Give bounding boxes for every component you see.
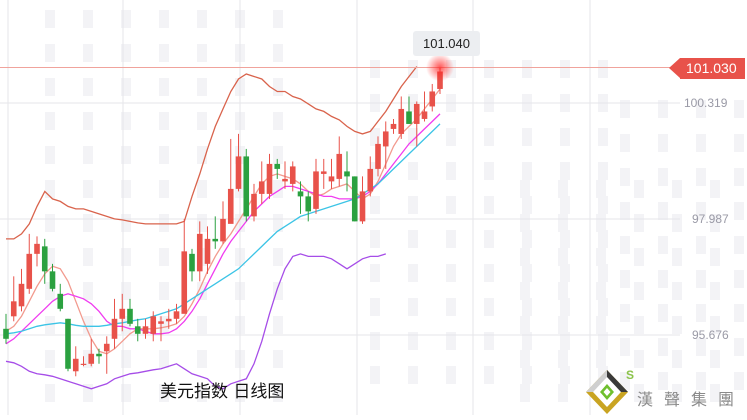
y-axis-label-bottom: 95.676 bbox=[692, 328, 729, 342]
candles bbox=[3, 66, 443, 377]
high-value-tooltip: 101.040 bbox=[413, 31, 480, 56]
company-logo: S 漢聲集團 bbox=[582, 362, 747, 415]
current-price-line bbox=[0, 53, 672, 82]
y-axis-label-top: 100.319 bbox=[684, 96, 728, 110]
chart-title: 美元指数 日线图 bbox=[160, 382, 285, 402]
current-price-tag: 101.030 bbox=[669, 58, 745, 79]
city-watermark bbox=[45, 10, 744, 402]
diamond-logo-icon bbox=[586, 370, 628, 414]
logo-mark: S bbox=[626, 368, 635, 382]
y-axis-label-mid: 97.987 bbox=[692, 212, 729, 226]
logo-text: 漢聲集團 bbox=[637, 390, 746, 409]
